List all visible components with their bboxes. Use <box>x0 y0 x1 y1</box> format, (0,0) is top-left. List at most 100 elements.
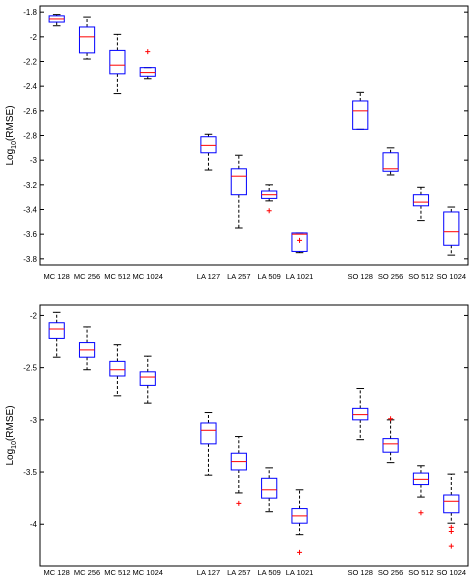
x-tick-label: SO 512 <box>408 272 433 281</box>
outlier-marker <box>266 208 272 214</box>
iqr-box <box>412 472 430 486</box>
box-la-257 <box>230 436 247 506</box>
outlier-marker <box>448 543 454 549</box>
outlier-marker <box>297 549 303 555</box>
outlier-marker <box>297 237 303 243</box>
box-mc-256 <box>78 326 96 371</box>
x-tick-label: LA 127 <box>197 272 220 281</box>
iqr-box <box>382 438 399 453</box>
x-tick-label: LA 1021 <box>286 568 314 577</box>
box-mc-128 <box>48 311 65 358</box>
outlier-marker <box>145 49 151 55</box>
x-tick-label: SO 1024 <box>437 272 467 281</box>
outlier-marker <box>388 416 394 422</box>
y-axis-label-subscript: 10 <box>11 141 18 149</box>
y-axis-label: Log10(RMSE) <box>5 105 18 165</box>
x-tick-label: LA 1021 <box>286 272 314 281</box>
box-la-509 <box>261 184 278 214</box>
x-tick-label: LA 257 <box>227 568 250 577</box>
y-tick-label: -2.5 <box>23 364 37 373</box>
top-boxplot-panel: -1.8 -2 -2.2 -2.4 -2.6 -2.8 -3 -3.2 -3.4 -3.6 -3.8… <box>5 5 469 281</box>
x-tick-label: SO 512 <box>408 568 433 577</box>
iqr-box <box>291 232 308 252</box>
x-tick-label: MC 256 <box>74 272 100 281</box>
x-tick-label: LA 509 <box>257 568 280 577</box>
box-la-509 <box>261 467 278 513</box>
box-so-1024 <box>443 206 460 256</box>
x-tick-label: LA 509 <box>257 272 280 281</box>
y-axis-label-base: Log <box>5 449 16 466</box>
x-tick-label: MC 128 <box>44 568 70 577</box>
iqr-box <box>200 422 217 445</box>
x-tick-label: MC 1024 <box>133 568 163 577</box>
y-tick-label: -2.6 <box>23 107 37 116</box>
iqr-box <box>382 152 399 172</box>
iqr-box <box>200 136 217 154</box>
iqr-box <box>443 494 460 514</box>
box-la-1021 <box>291 489 308 555</box>
x-tick-label: SO 256 <box>378 568 403 577</box>
y-tick-label: -2.4 <box>23 82 37 91</box>
axes-frame <box>39 304 469 567</box>
x-tick-label: MC 512 <box>104 272 130 281</box>
x-tick-label: MC 512 <box>104 568 130 577</box>
iqr-box <box>352 407 369 421</box>
y-tick-label: -3.2 <box>23 181 37 190</box>
x-tick-label: SO 128 <box>348 272 373 281</box>
bottom-boxplot-panel: -2 -2.5 -3 -3.5 -4 Log10(RMSE) MC 128 MC 256 MC … <box>5 304 469 577</box>
box-la-127 <box>200 133 217 171</box>
box-mc-512 <box>109 344 126 397</box>
box-mc-128 <box>48 14 65 27</box>
y-tick-label: -3.6 <box>23 230 37 239</box>
box-so-1024 <box>443 473 460 549</box>
x-tick-label: MC 256 <box>74 568 100 577</box>
iqr-box <box>109 360 126 377</box>
x-tick-label: SO 128 <box>348 568 373 577</box>
outlier-marker <box>448 529 454 535</box>
x-tick-label: MC 1024 <box>133 272 163 281</box>
x-tick-label: LA 257 <box>227 272 250 281</box>
y-tick-label: -4 <box>30 520 38 529</box>
box-mc-1024 <box>139 355 156 404</box>
iqr-box <box>78 26 96 54</box>
box-la-127 <box>200 412 217 476</box>
y-tick-label: -2 <box>30 33 38 42</box>
iqr-box <box>48 322 65 339</box>
iqr-box <box>230 168 247 196</box>
iqr-box <box>261 477 278 499</box>
y-tick-label: -1.8 <box>23 8 37 17</box>
box-mc-1024 <box>139 49 156 80</box>
axes-frame <box>39 5 469 266</box>
x-tick-label: SO 256 <box>378 272 403 281</box>
box-mc-512 <box>109 33 126 95</box>
box-la-257 <box>230 154 247 229</box>
x-tick-label: SO 1024 <box>437 568 467 577</box>
y-axis-label-rest: (RMSE) <box>5 405 16 441</box>
iqr-box <box>139 371 156 386</box>
y-tick-label: -3.5 <box>23 468 37 477</box>
y-tick-label: -2 <box>30 311 38 320</box>
y-axis-label-rest: (RMSE) <box>5 105 16 141</box>
box-la-1021 <box>291 232 308 254</box>
outlier-marker <box>448 524 454 530</box>
box-so-128 <box>352 91 369 130</box>
y-axis-label-subscript: 10 <box>11 441 18 449</box>
iqr-box <box>139 67 156 77</box>
y-tick-label: -2.8 <box>23 132 37 141</box>
box-so-256 <box>382 416 399 464</box>
box-mc-256 <box>78 16 96 60</box>
y-tick-label: -3.4 <box>23 206 37 215</box>
y-tick-label: -2.2 <box>23 58 37 67</box>
x-tick-label: MC 128 <box>44 272 70 281</box>
iqr-box <box>352 100 369 130</box>
y-tick-label: -3.8 <box>23 255 37 264</box>
iqr-box <box>443 211 460 246</box>
outlier-marker <box>418 510 424 516</box>
iqr-box <box>109 49 126 75</box>
outlier-marker <box>236 500 242 506</box>
box-so-512 <box>412 186 430 222</box>
y-axis-label: Log10(RMSE) <box>5 405 18 465</box>
y-tick-label: -3 <box>30 156 38 165</box>
box-so-512 <box>412 465 430 516</box>
